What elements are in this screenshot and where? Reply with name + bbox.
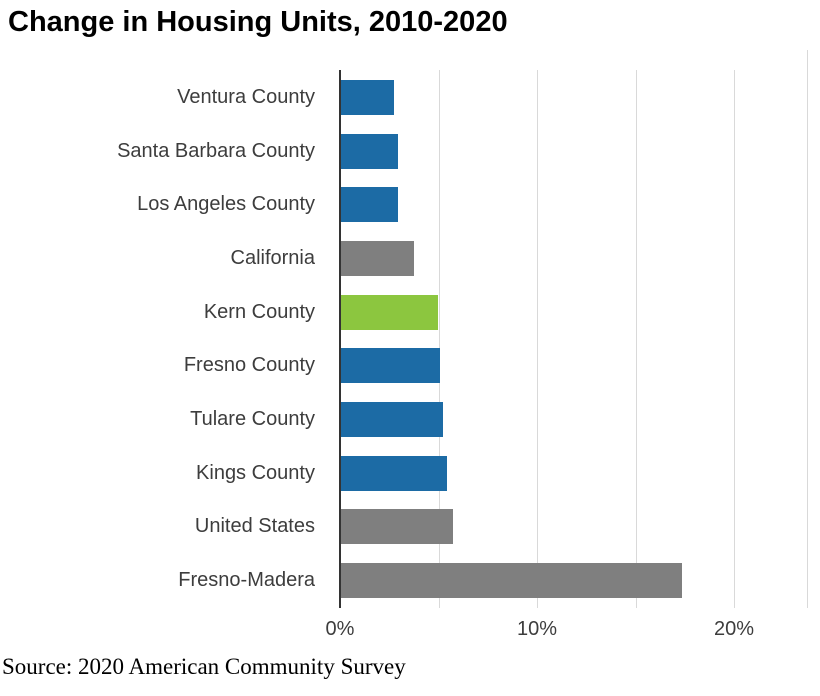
plot-right-border bbox=[807, 50, 808, 608]
category-label: Kern County bbox=[203, 300, 315, 323]
category-label: Tulare County bbox=[190, 408, 315, 431]
source-caption: Source: 2020 American Community Survey bbox=[2, 654, 406, 679]
bar bbox=[341, 455, 448, 491]
bar-chart-plot-area: Ventura County Santa Barbara County Los An… bbox=[0, 70, 820, 640]
category-label: Fresno-Madera bbox=[178, 569, 315, 592]
gridline-10pct bbox=[537, 70, 538, 608]
x-tick-label: 10% bbox=[516, 618, 558, 640]
gridline-20pct bbox=[734, 70, 735, 608]
bar bbox=[341, 509, 454, 545]
y-axis-line bbox=[339, 70, 341, 608]
category-label: Santa Barbara County bbox=[117, 139, 315, 162]
bar bbox=[341, 80, 395, 115]
gridline-5pct bbox=[438, 70, 440, 608]
category-label: California bbox=[230, 247, 315, 269]
bar bbox=[341, 294, 438, 330]
category-label: Los Angeles County bbox=[137, 193, 315, 216]
bar bbox=[341, 133, 399, 169]
category-label: Kings County bbox=[196, 461, 315, 484]
bar bbox=[341, 563, 682, 599]
category-label: Ventura County bbox=[177, 86, 315, 108]
bar bbox=[341, 348, 440, 384]
x-tick-label: 0% bbox=[325, 618, 355, 640]
bar bbox=[341, 187, 399, 223]
bar bbox=[341, 241, 414, 276]
gridline-15pct bbox=[635, 70, 637, 608]
bar bbox=[341, 402, 444, 438]
x-tick-label: 20% bbox=[713, 618, 755, 640]
chart-title: Change in Housing Units, 2010-2020 bbox=[8, 6, 508, 38]
category-label: Fresno County bbox=[183, 354, 315, 377]
category-label: United States bbox=[194, 515, 315, 538]
